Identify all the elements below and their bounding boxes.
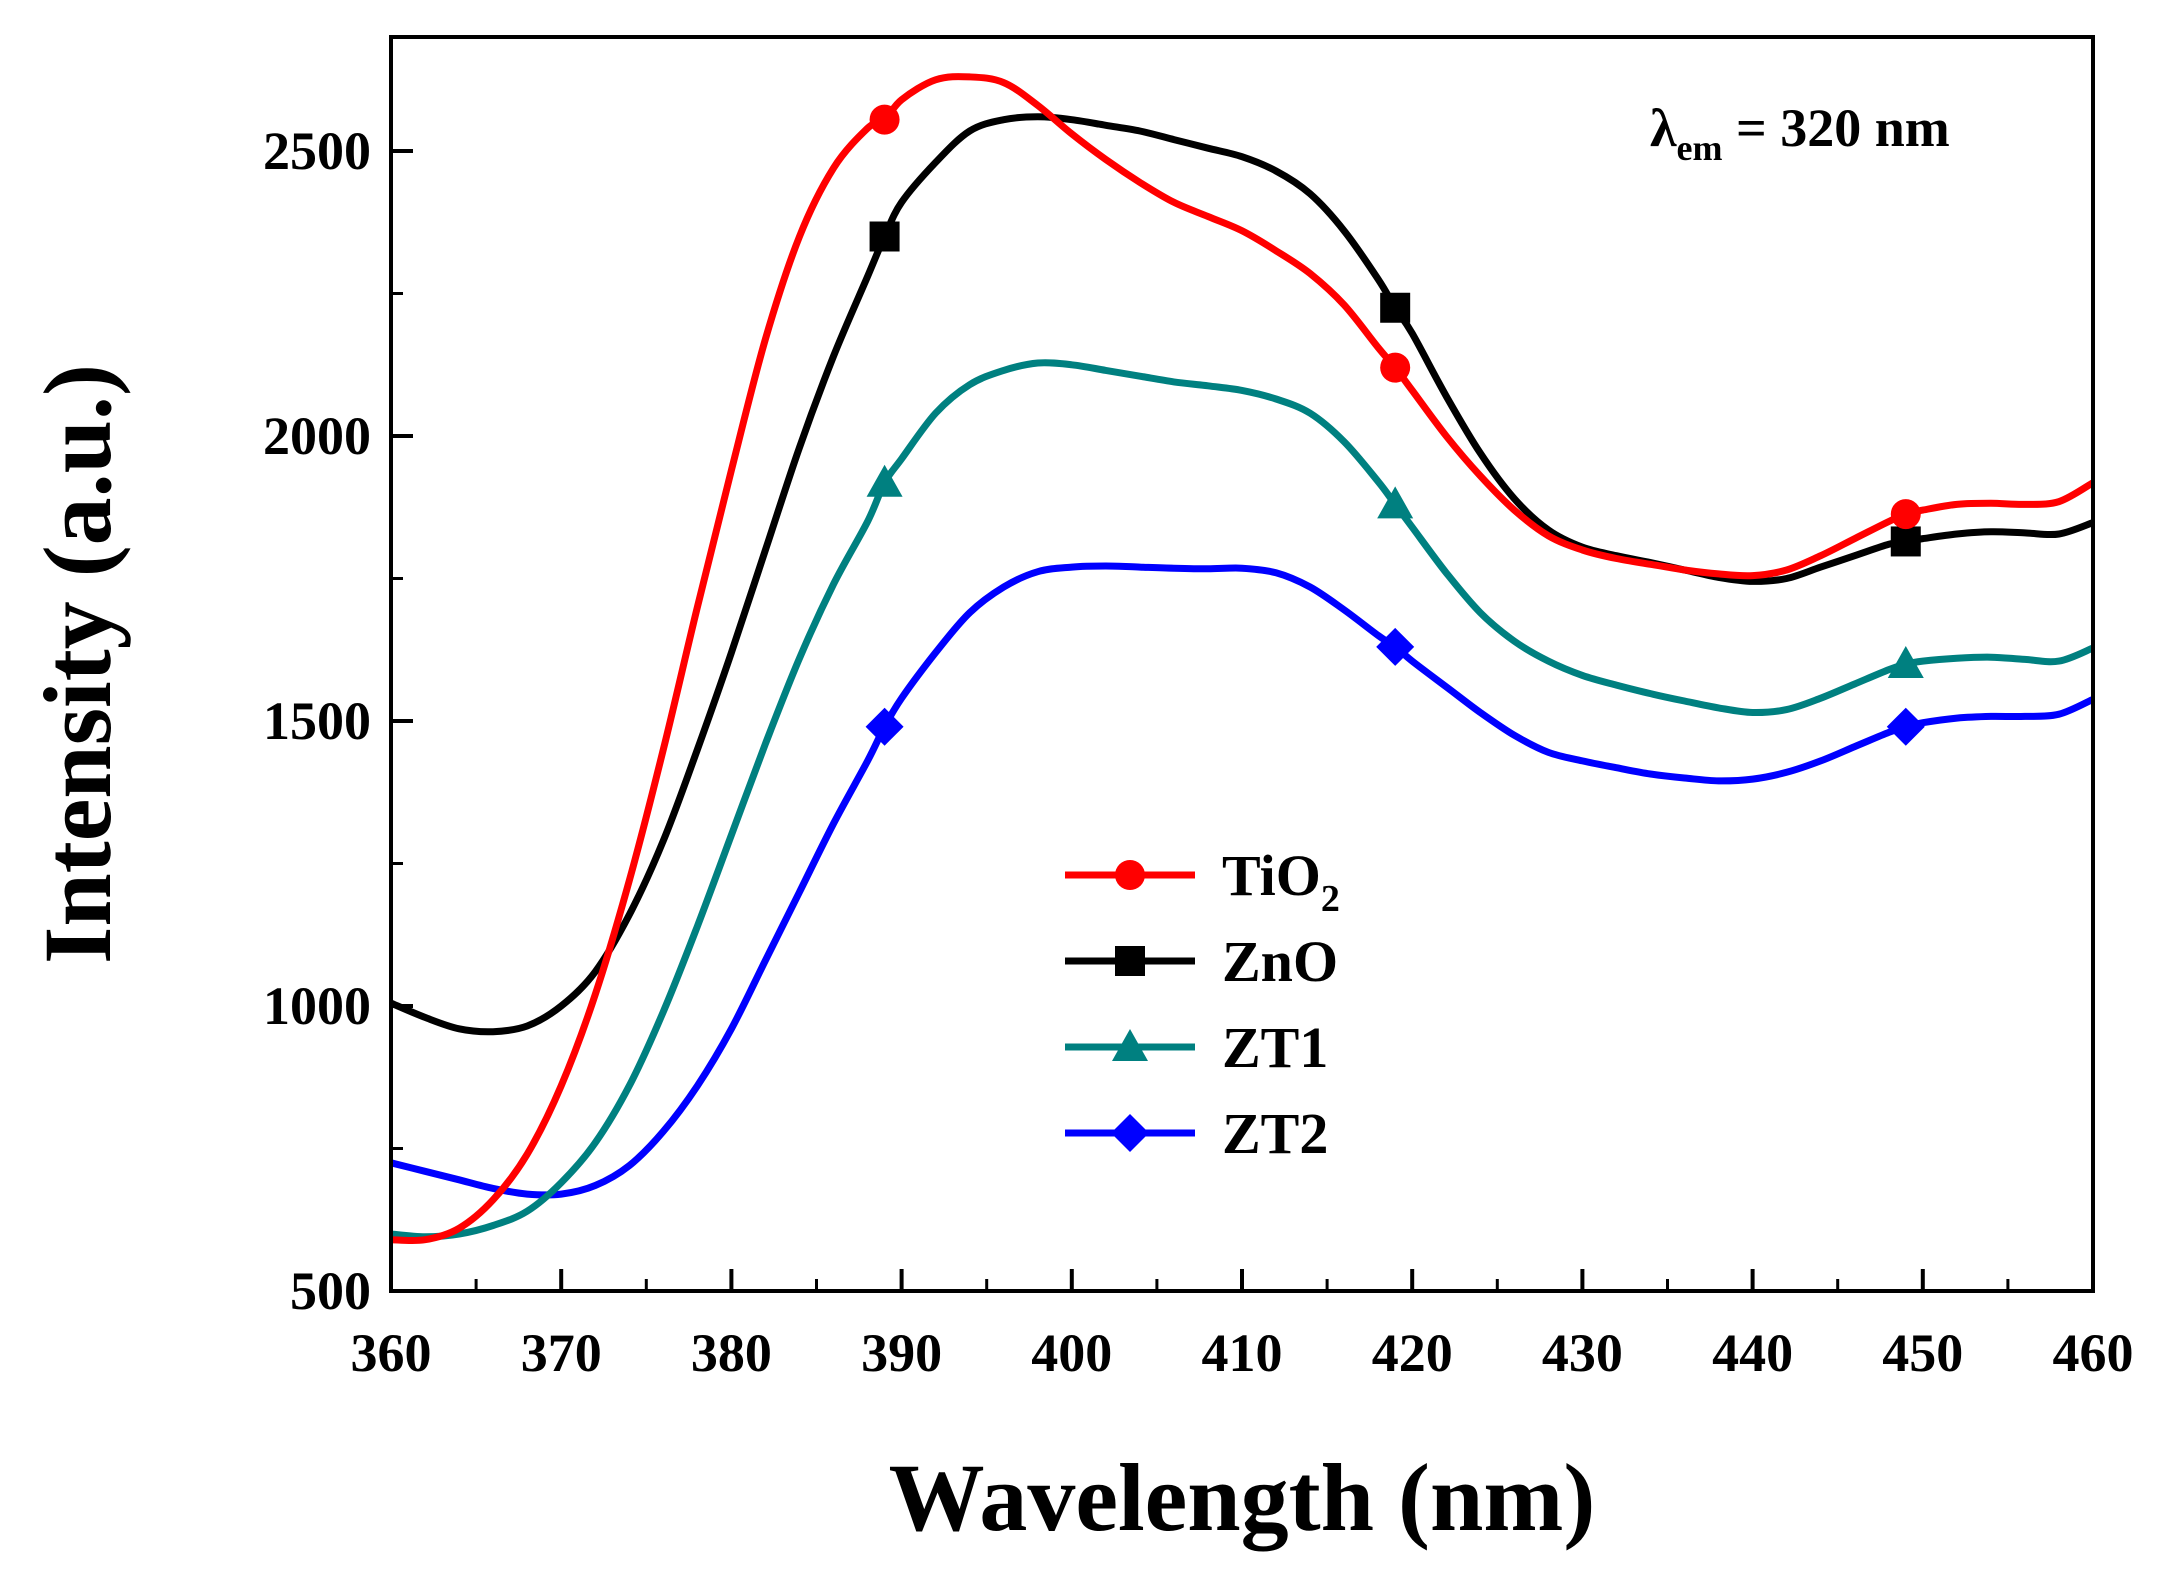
series-line — [390, 73, 2095, 1245]
x-tick-label: 390 — [861, 1323, 942, 1383]
legend-name: ZT1 — [1222, 1015, 1328, 1080]
annotation-rest: = 320 nm — [1723, 98, 1950, 158]
legend-label: TiO2 — [1222, 843, 1340, 920]
series-line — [390, 562, 2095, 1199]
data-point-marker — [869, 104, 900, 135]
annotation-lambda-em: λem = 320 nm — [1650, 98, 1950, 168]
legend-name: ZT2 — [1222, 1101, 1328, 1166]
legend-item: TiO2 — [1065, 843, 1340, 920]
series-layer — [389, 73, 2095, 1245]
series-line — [389, 113, 2095, 1036]
data-point-marker — [866, 464, 903, 497]
ticks-layer — [389, 149, 2095, 1293]
y-tick-label: 2000 — [263, 406, 371, 466]
legend-name: TiO — [1222, 843, 1321, 908]
legend-label: ZT2 — [1222, 1101, 1328, 1166]
legend-marker — [1115, 860, 1145, 890]
x-axis-title: Wavelength (nm) — [889, 1444, 1596, 1551]
legend: TiO2 ZnO ZT1 ZT2 — [1065, 843, 1340, 1166]
legend-marker — [1115, 946, 1145, 976]
x-tick-label: 400 — [1031, 1323, 1112, 1383]
legend-subscript: 2 — [1321, 878, 1340, 920]
annotation-lambda: λ — [1650, 98, 1677, 158]
data-point-marker — [1890, 499, 1921, 530]
legend-label: ZnO — [1222, 929, 1338, 994]
data-point-marker — [865, 707, 904, 746]
data-point-marker — [869, 221, 900, 252]
y-tick-label: 500 — [290, 1261, 371, 1321]
x-tick-label: 430 — [1542, 1323, 1623, 1383]
series-line — [390, 359, 2095, 1241]
series-zt1 — [390, 359, 2095, 1241]
x-tick-label: 410 — [1202, 1323, 1283, 1383]
series-zno — [389, 113, 2095, 1036]
legend-item: ZT2 — [1065, 1101, 1328, 1166]
annotation-subscript: em — [1677, 128, 1723, 168]
y-tick-label: 1000 — [263, 976, 371, 1036]
data-point-marker — [1886, 707, 1925, 746]
data-point-marker — [1377, 486, 1414, 519]
legend-item: ZnO — [1065, 929, 1338, 994]
y-axis-title: Intensity (a.u.) — [24, 364, 131, 964]
legend-item: ZT1 — [1065, 1015, 1328, 1080]
legend-name: ZnO — [1222, 929, 1338, 994]
x-tick-label: 360 — [351, 1323, 432, 1383]
data-point-marker — [1887, 646, 1924, 678]
data-point-marker — [1890, 526, 1921, 557]
x-tick-label: 370 — [521, 1323, 602, 1383]
x-tick-label: 380 — [691, 1323, 772, 1383]
data-point-marker — [1376, 627, 1415, 666]
data-point-marker — [1380, 352, 1411, 383]
x-tick-label: 450 — [1882, 1323, 1963, 1383]
x-tick-label: 420 — [1372, 1323, 1453, 1383]
legend-marker — [1111, 1114, 1149, 1152]
data-point-marker — [1380, 292, 1411, 323]
labels-layer: 360 370 380 390 400 410 420 430 440 450 460 500 1000… — [263, 121, 2134, 1383]
series-zt2 — [390, 562, 2095, 1199]
y-tick-label: 1500 — [263, 691, 371, 751]
legend-marker — [1112, 1029, 1148, 1061]
series-tio2 — [390, 73, 2095, 1245]
y-tick-label: 2500 — [263, 121, 371, 181]
x-tick-label: 460 — [2053, 1323, 2134, 1383]
x-tick-label: 440 — [1712, 1323, 1793, 1383]
legend-label: ZT1 — [1222, 1015, 1328, 1080]
